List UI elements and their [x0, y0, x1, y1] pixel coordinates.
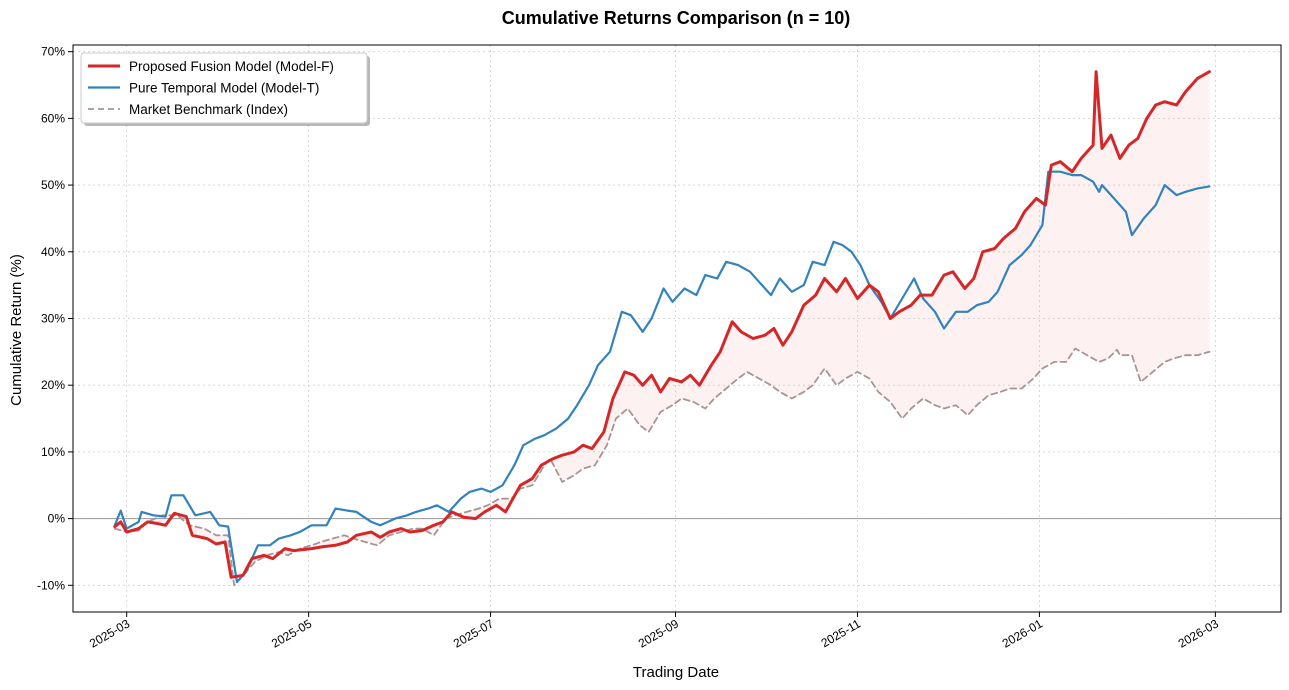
plot-frame [72, 44, 1282, 613]
x-axis-label: Trading Date [633, 664, 719, 681]
x-tick-label: 2025-05 [269, 616, 314, 650]
shaded-region-layer [114, 71, 1210, 586]
y-tick-label: 0% [48, 512, 66, 526]
legend-label: Pure Temporal Model (Model-T) [129, 81, 319, 96]
y-tick-label: -10% [37, 578, 65, 592]
y-tick-label: 70% [41, 45, 65, 59]
y-tick-label: 50% [41, 178, 65, 192]
legend-label: Proposed Fusion Model (Model-F) [129, 59, 334, 74]
y-tick-label: 40% [41, 245, 65, 259]
y-tick-label: 60% [41, 111, 65, 125]
series-layer [113, 70, 1211, 587]
x-tick-label: 2025-09 [636, 616, 681, 650]
x-tick-label: 2025-11 [819, 616, 864, 650]
y-tick-label: 20% [41, 378, 65, 392]
x-tick-label: 2025-03 [87, 616, 132, 650]
outperformance-shaded-area [114, 71, 1210, 586]
chart-title: Cumulative Returns Comparison (n = 10) [502, 8, 851, 28]
x-axis-ticks: 2025-03 2025-05 2025-07 2025-09 2025-11 2026-… [87, 612, 1221, 651]
x-tick-label: 2026-03 [1176, 616, 1221, 650]
x-tick-label: 2026-01 [1000, 616, 1045, 650]
legend-label: Market Benchmark (Index) [129, 102, 288, 117]
x-tick-label: 2025-07 [451, 616, 496, 650]
y-tick-label: 10% [41, 445, 65, 459]
fusion-model-line [113, 70, 1211, 579]
y-tick-label: 30% [41, 311, 65, 325]
temporal-model-line [113, 170, 1211, 584]
y-axis-label: Cumulative Return (%) [8, 254, 25, 406]
benchmark-line [113, 347, 1211, 587]
legend: Proposed Fusion Model (Model-F) Pure Temp… [80, 52, 370, 126]
y-axis-ticks: -10% 0% 10% 20% 30% 40% 50% 60% 70% [37, 45, 73, 592]
